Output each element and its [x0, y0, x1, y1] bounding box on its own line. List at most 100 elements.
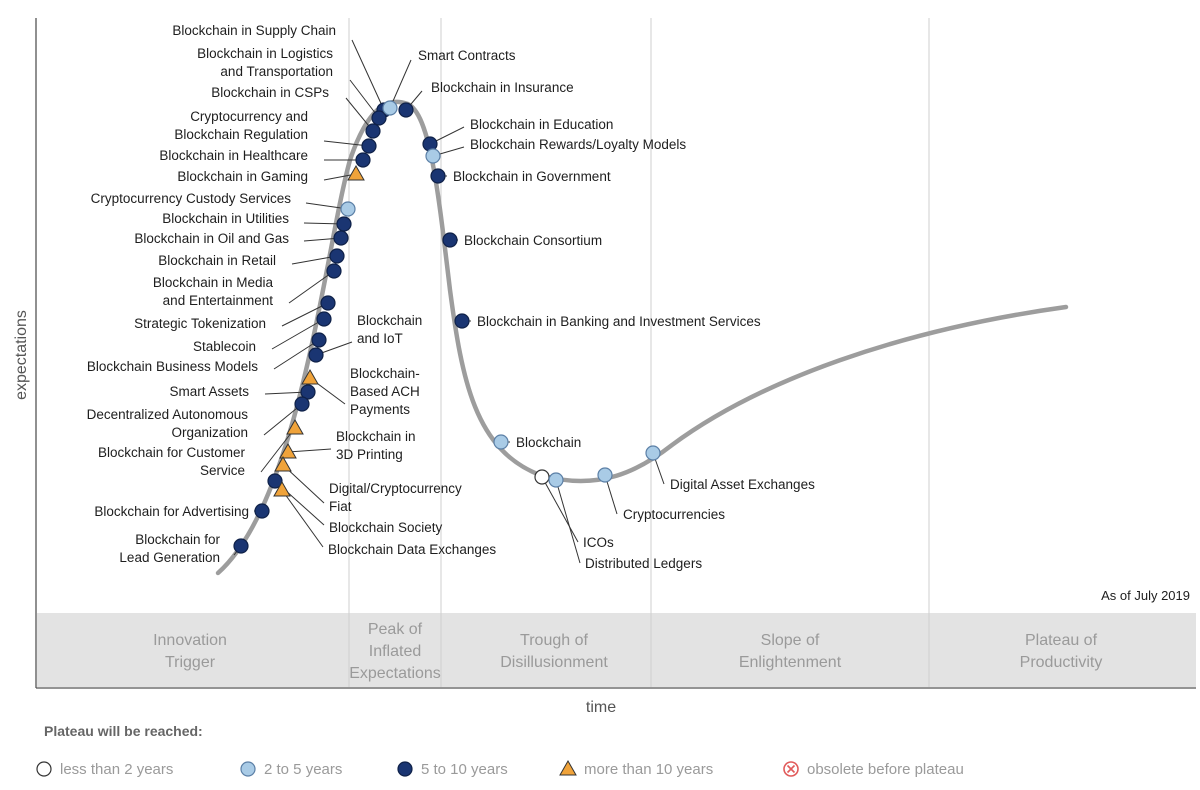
legend-marker-gt10 [559, 759, 577, 776]
leader-icos [541, 476, 579, 543]
phase-innovation-trigger: Innovation Trigger [153, 632, 227, 671]
x-axis-title: time [586, 699, 616, 716]
marker-blockchain-in-insurance [398, 102, 414, 118]
legend-marker-lt2 [36, 761, 52, 777]
marker-blockchain-for-customer-service [286, 418, 304, 435]
marker-blockchain-business-models [311, 332, 327, 348]
legend: Plateau will be reached: less than 2 yea… [36, 723, 964, 778]
label-blockchain-in-insurance: Blockchain in Insurance [431, 80, 574, 95]
leader-distributed-ledgers [555, 479, 581, 564]
leader-blockchain-in-supply-chain [351, 39, 385, 111]
leader-blockchain-in-retail [291, 255, 338, 265]
label-blockchain-data-exchanges: Blockchain Data Exchanges [328, 542, 496, 557]
marker-blockchain-for-lead-generation [233, 538, 249, 554]
marker-blockchain-in-retail [329, 248, 345, 264]
marker-strategic-tokenization [320, 295, 336, 311]
leader-stablecoin [271, 318, 325, 350]
label-blockchain-and-iot: Blockchain and IoT [357, 313, 422, 346]
phase-plateau-of-productivity: Plateau of Productivity [1020, 632, 1103, 671]
marker-blockchain-in-logistics-and-transportation [371, 110, 387, 126]
label-blockchain-in-csps: Blockchain in CSPs [211, 85, 329, 100]
legend-label-obsolete: obsolete before plateau [807, 761, 964, 778]
label-cryptocurrencies: Cryptocurrencies [623, 507, 725, 522]
legend-label-lt2: less than 2 years [60, 761, 173, 778]
leader-blockchain-business-models [273, 339, 320, 370]
marker-digital-cryptocurrency-fiat [274, 455, 292, 472]
label-blockchain-in-education: Blockchain in Education [470, 117, 613, 132]
marker-stablecoin [316, 311, 332, 327]
label-digital-cryptocurrency-fiat: Digital/Cryptocurrency Fiat [329, 481, 462, 514]
leader-blockchain-in-logistics-and-transportation [349, 79, 380, 119]
marker-blockchain-in-oil-and-gas [333, 230, 349, 246]
label-digital-asset-exchanges: Digital Asset Exchanges [670, 477, 815, 492]
label-cryptocurrency-custody-services: Cryptocurrency Custody Services [91, 191, 292, 206]
marker-blockchain-in-csps [365, 123, 381, 139]
legend-marker-5to10 [397, 761, 413, 777]
label-blockchain-in-media-and-entertainment: Blockchain in Media and Entertainment [153, 275, 274, 308]
label-blockchain-in-healthcare: Blockchain in Healthcare [159, 148, 308, 163]
marker-cryptocurrencies [597, 467, 613, 483]
label-blockchain-based-ach-payments: Blockchain-Based ACH Payments [350, 366, 420, 417]
label-blockchain-society: Blockchain Society [329, 520, 443, 535]
label-blockchain-in-logistics-and-transportation: Blockchain in Logistics and Transportatio… [197, 46, 333, 79]
marker-decentralized-autonomous-organization [294, 396, 310, 412]
label-blockchain-in-3d-printing: Blockchain in 3D Printing [336, 429, 416, 462]
leader-blockchain-for-customer-service [260, 427, 296, 473]
marker-blockchain-based-ach-payments [301, 368, 319, 385]
phase-slope-of-enlightenment: Slope of Enlightenment [739, 632, 842, 671]
marker-blockchain-in-utilities [336, 216, 352, 232]
marker-blockchain-rewards-loyalty-models [425, 148, 441, 164]
legend-label-gt10: more than 10 years [584, 761, 713, 778]
label-blockchain-business-models: Blockchain Business Models [87, 359, 258, 374]
leader-blockchain-in-media-and-entertainment [288, 270, 335, 304]
leader-decentralized-autonomous-organization [263, 403, 303, 436]
legend-marker-obsolete [783, 761, 799, 777]
legend-marker-2to5 [240, 761, 256, 777]
marker-blockchain-in-3d-printing [279, 442, 297, 459]
as-of-date: As of July 2019 [1101, 588, 1190, 603]
label-blockchain-in-government: Blockchain in Government [453, 169, 611, 184]
label-blockchain-in-retail: Blockchain in Retail [158, 253, 276, 268]
marker-blockchain-in-media-and-entertainment [326, 263, 342, 279]
technology-labels: Blockchain in Supply Chain Blockchain in … [87, 23, 815, 571]
marker-smart-contracts [382, 100, 398, 116]
technology-markers [233, 100, 661, 554]
marker-digital-asset-exchanges [645, 445, 661, 461]
label-blockchain-for-customer-service: Blockchain for Customer Service [98, 445, 246, 478]
leader-smart-contracts [389, 59, 412, 109]
marker-smart-assets [300, 384, 316, 400]
marker-blockchain-in-gaming [347, 164, 365, 181]
marker-blockchain-and-iot [308, 347, 324, 363]
marker-blockchain-consortium [442, 232, 458, 248]
marker-distributed-ledgers [548, 472, 564, 488]
label-blockchain-in-gaming: Blockchain in Gaming [177, 169, 308, 184]
legend-label-2to5: 2 to 5 years [264, 761, 342, 778]
label-smart-contracts: Smart Contracts [418, 48, 516, 63]
label-blockchain-for-lead-generation: Blockchain for Lead Generation [119, 532, 220, 565]
label-strategic-tokenization: Strategic Tokenization [134, 316, 266, 331]
label-blockchain-in-supply-chain: Blockchain in Supply Chain [172, 23, 336, 38]
hype-curve [215, 99, 1069, 576]
marker-blockchain-data-exchanges [273, 480, 291, 497]
label-icos: ICOs [583, 535, 614, 550]
label-blockchain-in-banking-and-investment-services: Blockchain in Banking and Investment Ser… [477, 314, 761, 329]
marker-icos [534, 469, 550, 485]
marker-blockchain-for-advertising [254, 503, 270, 519]
label-blockchain-rewards-loyalty-models: Blockchain Rewards/Loyalty Models [470, 137, 686, 152]
label-decentralized-autonomous-organization: Decentralized Autonomous Organization [87, 407, 249, 440]
label-cryptocurrency-and-blockchain-regulation: Cryptocurrency and Blockchain Regulation [174, 109, 308, 142]
label-blockchain-consortium: Blockchain Consortium [464, 233, 602, 248]
leader-strategic-tokenization [281, 302, 329, 327]
label-distributed-ledgers: Distributed Ledgers [585, 556, 702, 571]
label-blockchain-in-oil-and-gas: Blockchain in Oil and Gas [134, 231, 289, 246]
leader-blockchain-in-3d-printing [287, 448, 332, 453]
marker-cryptocurrency-and-blockchain-regulation [361, 138, 377, 154]
label-blockchain-for-advertising: Blockchain for Advertising [94, 504, 249, 519]
marker-blockchain-in-government [430, 168, 446, 184]
label-smart-assets: Smart Assets [169, 384, 249, 399]
y-axis-title: expectations [13, 310, 30, 400]
label-blockchain-in-utilities: Blockchain in Utilities [162, 211, 289, 226]
legend-label-5to10: 5 to 10 years [421, 761, 508, 778]
marker-blockchain-in-healthcare [355, 152, 371, 168]
